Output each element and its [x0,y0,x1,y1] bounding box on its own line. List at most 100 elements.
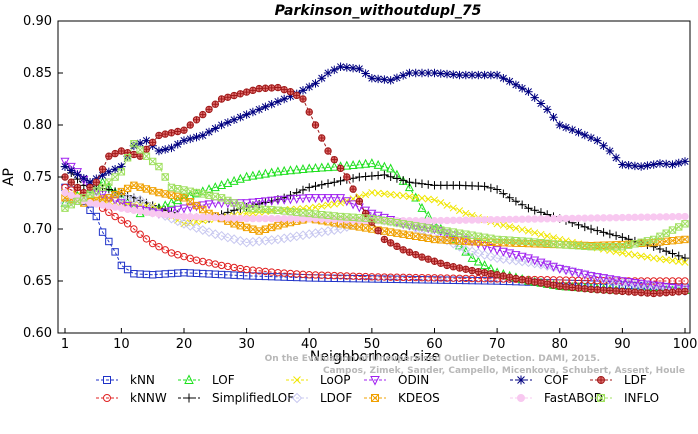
data-point [117,204,126,212]
data-point [229,234,239,245]
data-point [511,197,521,206]
data-point [468,231,476,239]
legend-item-simplifiedlof: SimplifiedLOF [178,391,294,405]
data-point [136,183,144,191]
data-point [155,210,163,218]
data-point [105,178,113,186]
data-point [574,220,583,230]
x-tick-label: 40 [301,337,318,352]
data-point [637,213,645,221]
data-point [487,270,495,277]
data-point [492,185,502,194]
data-point [187,121,194,129]
data-point [624,278,634,288]
data-point [311,181,320,191]
data-point [68,179,75,186]
data-point [337,165,344,172]
data-point [117,187,126,196]
data-point [248,107,258,117]
data-point [180,252,188,261]
data-point [280,214,288,223]
data-point [286,92,295,101]
data-point [123,205,132,213]
data-point [355,172,364,182]
data-point [367,171,377,181]
data-point [643,237,652,245]
legend-item-kdeos: KDEOS [364,391,440,405]
data-point [492,253,503,264]
data-point [406,249,413,256]
data-point [342,197,352,207]
data-point [355,64,364,74]
data-point [261,225,270,233]
data-point [474,70,483,80]
data-point [443,216,451,225]
data-point [141,199,152,210]
data-point [142,208,151,217]
data-point [574,128,583,137]
y-tick-label: 0.80 [23,118,52,133]
data-point [599,214,608,222]
data-point [405,178,414,187]
data-point [667,283,677,293]
series-ldf [61,83,689,298]
x-tick-label: 30 [238,337,255,352]
data-point [184,374,194,384]
data-point [148,239,157,248]
data-point [649,235,658,244]
data-point [455,216,464,224]
data-point [86,184,94,191]
data-point [155,242,163,251]
data-point [117,261,126,270]
data-point [436,69,445,78]
data-point [650,254,658,262]
x-tick-label: 50 [364,337,381,352]
data-point [637,252,645,260]
legend-label: LOF [212,373,235,387]
data-point [292,194,302,204]
data-point [536,208,546,217]
data-point [118,147,125,155]
data-point [524,215,533,223]
data-point [254,169,264,179]
data-point [180,127,188,134]
data-point [505,215,514,224]
data-point [600,286,607,294]
data-point [462,216,470,224]
data-point [587,286,595,293]
data-point [381,236,388,243]
data-point [468,267,476,274]
data-point [98,195,107,203]
watermark-line-1: Campos, Zimek, Sander, Campello, Micenko… [323,366,685,376]
data-point [123,220,132,228]
data-point [204,200,214,210]
data-point [506,274,513,281]
data-point [123,265,132,274]
data-point [404,182,414,192]
data-point [537,215,545,223]
data-point [462,209,470,217]
data-point [418,194,426,202]
data-point [549,113,558,122]
data-point [417,68,427,78]
data-point [636,162,646,171]
data-point [330,65,339,75]
data-point [249,214,257,223]
data-point [537,230,545,238]
data-point [329,161,339,171]
data-point [117,162,126,171]
data-point [223,118,233,127]
data-point [662,229,670,237]
data-point [505,77,514,86]
data-point [111,173,119,181]
data-point [86,206,94,214]
data-point [460,244,471,255]
y-tick-label: 0.75 [23,170,52,185]
x-tick-label: 20 [176,337,193,352]
data-point [262,85,269,92]
data-point [130,151,138,158]
data-point [644,289,651,297]
data-point [235,235,246,246]
data-point [574,269,584,279]
data-point [662,237,670,245]
